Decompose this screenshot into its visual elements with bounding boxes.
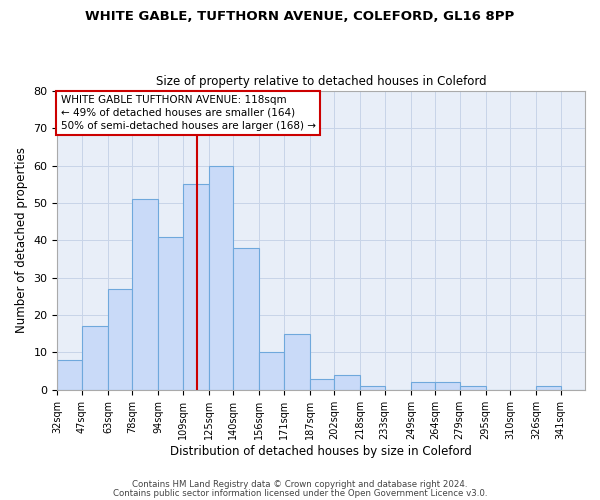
Y-axis label: Number of detached properties: Number of detached properties <box>15 148 28 334</box>
Text: WHITE GABLE TUFTHORN AVENUE: 118sqm
← 49% of detached houses are smaller (164)
5: WHITE GABLE TUFTHORN AVENUE: 118sqm ← 49… <box>61 95 316 131</box>
X-axis label: Distribution of detached houses by size in Coleford: Distribution of detached houses by size … <box>170 444 472 458</box>
Bar <box>58 360 82 390</box>
Bar <box>334 375 360 390</box>
Bar <box>233 248 259 390</box>
Text: WHITE GABLE, TUFTHORN AVENUE, COLEFORD, GL16 8PP: WHITE GABLE, TUFTHORN AVENUE, COLEFORD, … <box>85 10 515 23</box>
Text: Contains HM Land Registry data © Crown copyright and database right 2024.: Contains HM Land Registry data © Crown c… <box>132 480 468 489</box>
Bar <box>460 386 485 390</box>
Bar <box>133 200 158 390</box>
Bar <box>209 166 233 390</box>
Bar <box>183 184 209 390</box>
Bar <box>411 382 435 390</box>
Bar <box>108 289 133 390</box>
Text: Contains public sector information licensed under the Open Government Licence v3: Contains public sector information licen… <box>113 488 487 498</box>
Bar <box>536 386 560 390</box>
Bar <box>310 378 334 390</box>
Bar <box>435 382 460 390</box>
Bar <box>82 326 108 390</box>
Title: Size of property relative to detached houses in Coleford: Size of property relative to detached ho… <box>156 76 487 88</box>
Bar <box>360 386 385 390</box>
Bar <box>259 352 284 390</box>
Bar <box>284 334 310 390</box>
Bar <box>158 236 183 390</box>
